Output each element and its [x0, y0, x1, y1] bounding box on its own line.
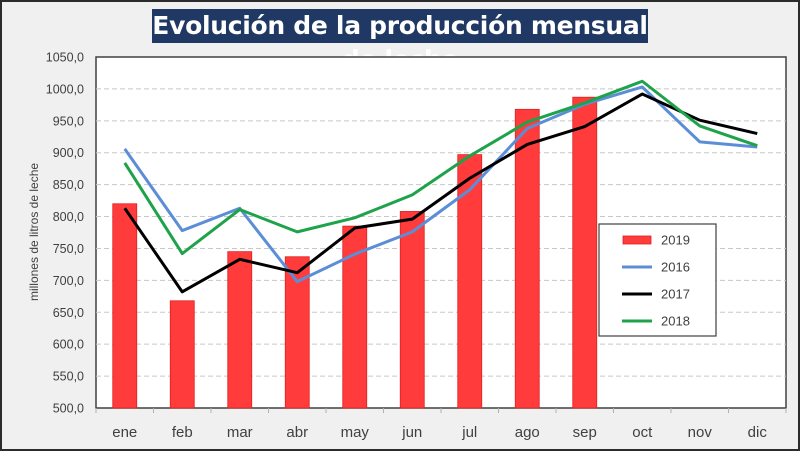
- x-axis-ticks: ene feb mar abr may jun jul ago sep oct nov dic: [95, 408, 787, 441]
- bar-2019-ene: [112, 203, 138, 409]
- y-tick-label: 500,0: [53, 402, 84, 416]
- line-2018: [123, 79, 758, 256]
- x-tick-label: feb: [172, 424, 193, 441]
- bar-2019-feb: [169, 300, 195, 409]
- x-tick-label: sep: [573, 424, 597, 441]
- y-tick-label: 950,0: [53, 114, 84, 128]
- y-tick-label: 1050,0: [46, 51, 84, 65]
- y-axis-label: millones de litros de leche: [27, 163, 41, 301]
- x-tick-label: may: [341, 424, 370, 441]
- bar-2019-sep: [572, 96, 598, 409]
- y-tick-label: 700,0: [53, 274, 84, 288]
- x-tick-label: nov: [688, 424, 713, 441]
- y-tick-label: 800,0: [53, 210, 84, 224]
- x-tick-label: dic: [748, 424, 768, 441]
- bar-2019-mar: [227, 251, 253, 409]
- legend-label-2017: 2017: [661, 287, 690, 302]
- legend-label-2016: 2016: [661, 260, 690, 275]
- bar-2019-jul: [457, 154, 483, 409]
- legend-label-2019: 2019: [661, 233, 690, 248]
- y-tick-label: 900,0: [53, 146, 84, 160]
- y-tick-label: 750,0: [53, 242, 84, 256]
- line-series: [123, 79, 758, 294]
- x-tick-label: ene: [112, 424, 137, 441]
- y-tick-label: 1000,0: [46, 82, 84, 96]
- x-tick-label: mar: [227, 424, 253, 441]
- x-tick-label: abr: [286, 424, 308, 441]
- bar-series: [112, 96, 598, 409]
- x-tick-label: jul: [461, 424, 477, 441]
- line-2016: [123, 85, 758, 284]
- bar-2019-jun: [399, 211, 425, 409]
- legend-swatch-2019: [622, 235, 652, 245]
- gridlines: [96, 88, 786, 377]
- y-tick-label: 600,0: [53, 338, 84, 352]
- y-axis-ticks: 500,0 550,0 600,0 650,0 700,0 750,0 800,0 850,0…: [46, 51, 84, 416]
- x-tick-label: oct: [632, 424, 653, 441]
- legend: 2019 2016 2017 2018: [598, 223, 717, 337]
- legend-box: [598, 223, 717, 337]
- y-tick-label: 650,0: [53, 306, 84, 320]
- x-tick-label: ago: [515, 424, 540, 441]
- legend-label-2018: 2018: [661, 314, 690, 329]
- y-tick-label: 550,0: [53, 370, 84, 384]
- bar-2019-ago: [514, 108, 540, 409]
- line-2017: [123, 92, 758, 294]
- y-tick-label: 850,0: [53, 178, 84, 192]
- x-tick-label: jun: [401, 424, 422, 441]
